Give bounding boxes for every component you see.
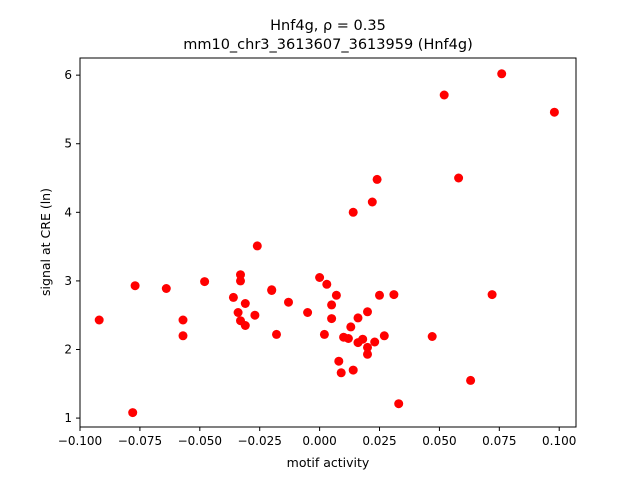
- plot-frame: [79, 57, 577, 428]
- data-point-11: [236, 276, 245, 286]
- data-point-44: [379, 331, 389, 341]
- data-point-8: [233, 308, 243, 317]
- x-tick-label-2: −0.050: [178, 434, 222, 448]
- data-point-13: [240, 299, 250, 308]
- data-point-37: [363, 307, 372, 317]
- data-point-30: [343, 334, 353, 343]
- data-point-10: [236, 270, 245, 280]
- y-tick-label-0: 1: [64, 411, 72, 425]
- data-point-52: [497, 69, 507, 79]
- data-point-41: [370, 337, 380, 347]
- x-axis-label: motif activity: [287, 455, 370, 470]
- data-point-38: [363, 342, 372, 352]
- x-tick-label-7: 0.075: [482, 434, 516, 448]
- data-point-7: [228, 292, 238, 302]
- data-point-1: [128, 408, 138, 418]
- data-point-25: [327, 300, 337, 310]
- chart-title-line1: Hnf4g, ρ = 0.35: [270, 18, 386, 34]
- data-point-19: [284, 297, 293, 307]
- data-points: [94, 69, 559, 418]
- data-point-20: [303, 308, 313, 317]
- data-point-26: [331, 290, 341, 300]
- data-point-36: [358, 334, 368, 344]
- data-point-34: [353, 313, 363, 323]
- data-point-17: [267, 285, 277, 295]
- data-point-12: [240, 321, 250, 330]
- data-point-45: [389, 290, 399, 300]
- y-tick-label-1: 2: [64, 342, 72, 356]
- data-point-27: [334, 356, 344, 366]
- x-tick-label-1: −0.075: [118, 434, 162, 448]
- data-point-4: [178, 315, 188, 325]
- data-point-50: [466, 375, 476, 385]
- x-tick-label-5: 0.025: [362, 434, 396, 448]
- x-tick-label-6: 0.050: [422, 434, 456, 448]
- x-tick-label-8: 0.100: [542, 434, 576, 448]
- data-point-6: [200, 277, 210, 287]
- data-point-31: [346, 322, 356, 332]
- data-point-15: [252, 241, 262, 251]
- x-tick-label-4: 0.000: [302, 434, 336, 448]
- chart-title-line2: mm10_chr3_3613607_3613959 (Hnf4g): [183, 37, 473, 53]
- x-tick-label-3: −0.025: [237, 434, 281, 448]
- y-tick-label-2: 3: [64, 274, 72, 288]
- data-point-0: [94, 315, 104, 325]
- data-point-23: [322, 279, 332, 289]
- data-point-42: [372, 174, 382, 184]
- data-point-3: [161, 284, 171, 293]
- data-point-47: [427, 332, 437, 341]
- y-tick-label-5: 6: [64, 68, 72, 82]
- data-point-48: [439, 90, 449, 100]
- data-point-22: [319, 329, 329, 339]
- data-point-33: [348, 207, 358, 217]
- y-axis-label: signal at CRE (ln): [38, 188, 53, 296]
- data-point-46: [394, 399, 404, 409]
- x-tick-label-0: −0.100: [58, 434, 102, 448]
- data-point-14: [250, 310, 260, 320]
- y-tick-label-4: 5: [64, 137, 72, 151]
- data-point-49: [454, 173, 464, 183]
- data-point-18: [272, 329, 281, 339]
- data-point-39: [363, 349, 372, 359]
- data-point-51: [487, 290, 497, 300]
- y-axis-ticks: 1 2 3 4 5 6: [64, 68, 80, 425]
- y-tick-label-3: 4: [64, 205, 72, 219]
- data-point-2: [130, 281, 140, 291]
- data-point-40: [367, 197, 377, 207]
- data-point-24: [327, 314, 337, 324]
- data-point-53: [549, 107, 559, 117]
- data-point-28: [336, 368, 346, 378]
- data-point-21: [315, 273, 325, 282]
- data-point-32: [348, 365, 358, 375]
- data-point-5: [178, 331, 188, 341]
- x-axis-ticks: −0.100 −0.075 −0.050 −0.025 0.000 0.025 0.050 0…: [58, 427, 576, 448]
- data-point-43: [375, 290, 384, 300]
